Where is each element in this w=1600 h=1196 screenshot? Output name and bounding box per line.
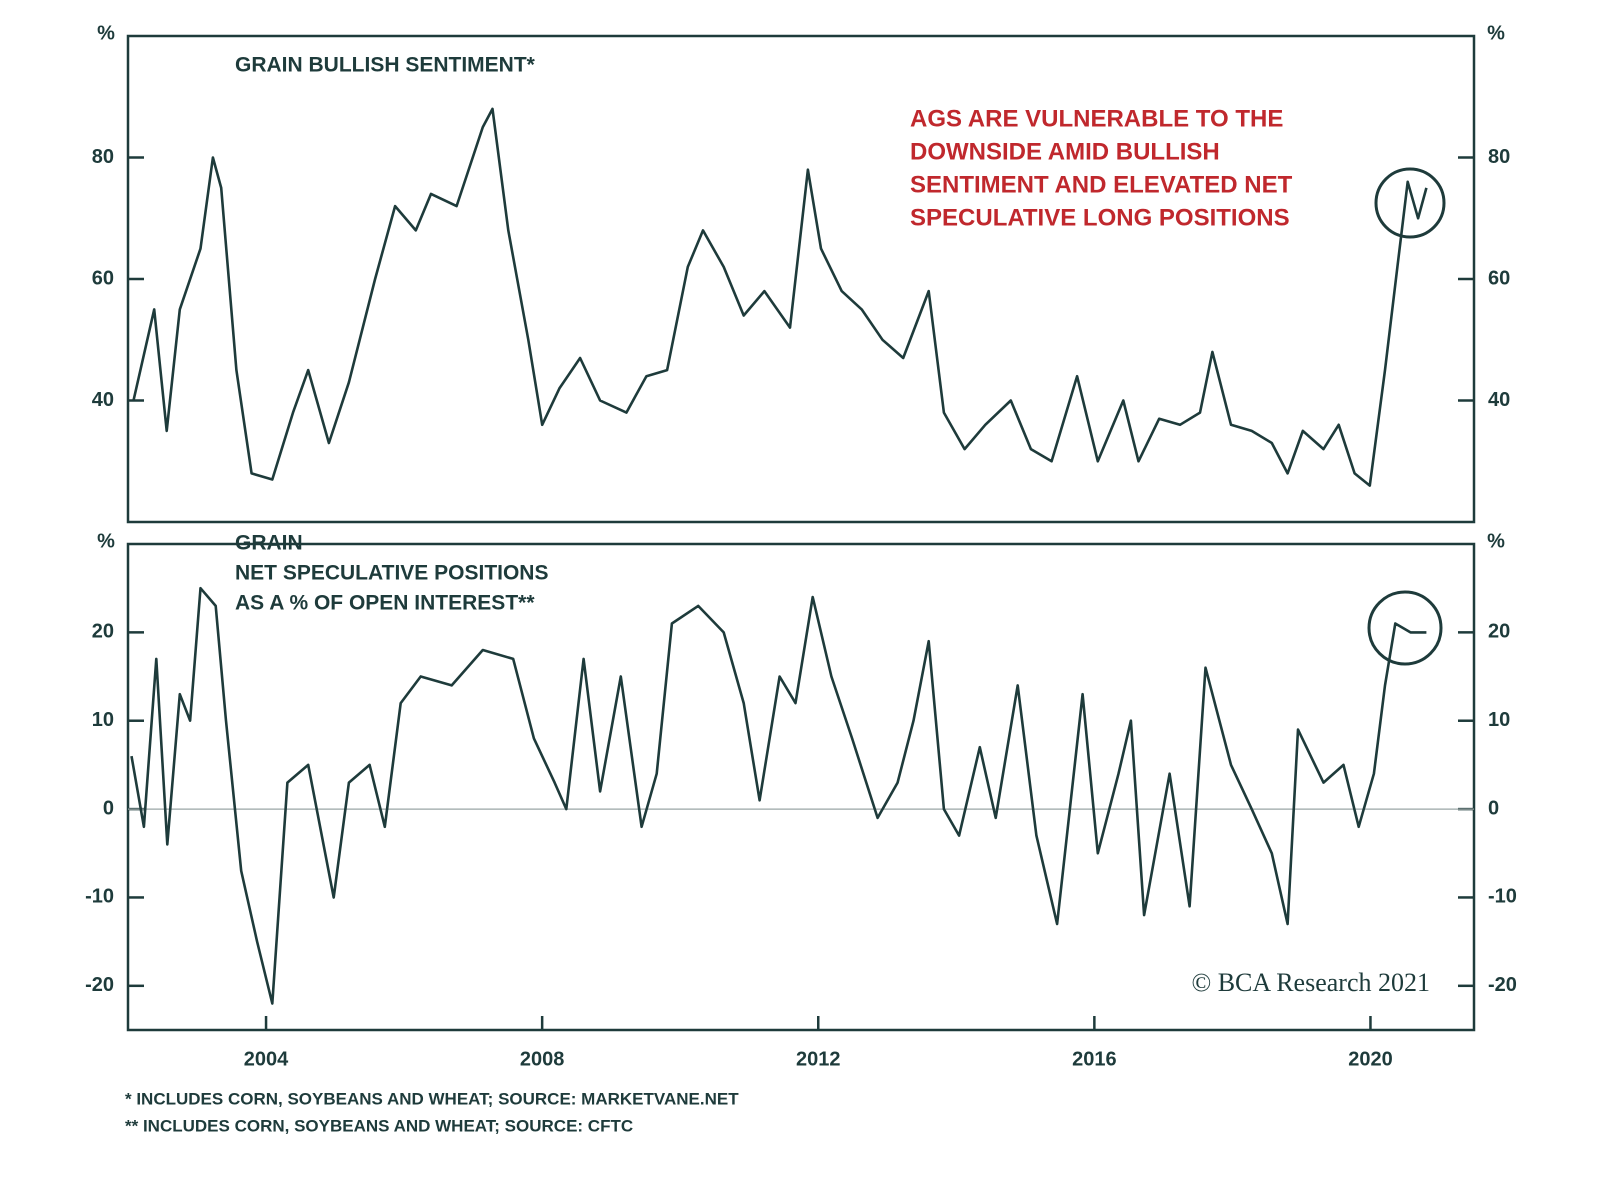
data-line: [130, 586, 1427, 1005]
y-tick-label: -10: [85, 886, 114, 908]
y2-axis-unit: %: [1487, 22, 1505, 44]
y2-tick-label: -10: [1488, 886, 1517, 908]
y2-tick-label: 0: [1488, 797, 1499, 819]
annotation: SENTIMENT AND ELEVATED NET: [910, 171, 1293, 198]
x-tick-label: 2004: [244, 1048, 289, 1070]
x-tick-label: 2016: [1072, 1048, 1117, 1070]
credit: © BCA Research 2021: [1191, 968, 1430, 997]
panel-title: NET SPECULATIVE POSITIONS: [235, 562, 548, 585]
highlight-circle: [1367, 590, 1443, 666]
panel-title: GRAIN: [235, 532, 303, 555]
y-tick-label: 40: [92, 389, 114, 411]
annotation: SPECULATIVE LONG POSITIONS: [910, 204, 1290, 231]
plot-frame: [126, 542, 1476, 1032]
y2-tick-label: -20: [1488, 974, 1517, 996]
data-line: [132, 107, 1428, 487]
annotation: AGS ARE VULNERABLE TO THE: [910, 105, 1283, 132]
y2-tick-label: 20: [1488, 621, 1510, 643]
x-tick-label: 2020: [1348, 1048, 1393, 1070]
y2-tick-label: 10: [1488, 709, 1510, 731]
highlight-circle: [1374, 167, 1446, 239]
y-tick-label: 0: [103, 797, 114, 819]
footnote: * INCLUDES CORN, SOYBEANS AND WHEAT; SOU…: [125, 1089, 739, 1108]
y2-tick-label: 40: [1488, 389, 1510, 411]
annotation: DOWNSIDE AMID BULLISH: [910, 138, 1220, 165]
y-tick-label: 10: [92, 709, 114, 731]
y2-tick-label: 80: [1488, 146, 1510, 168]
panel-title: AS A % OF OPEN INTEREST**: [235, 592, 535, 615]
y-tick-label: 80: [92, 146, 114, 168]
x-tick-label: 2012: [796, 1048, 841, 1070]
y2-axis-unit: %: [1487, 530, 1505, 552]
panel-title: GRAIN BULLISH SENTIMENT*: [235, 54, 536, 77]
y-tick-label: 20: [92, 621, 114, 643]
footnote: ** INCLUDES CORN, SOYBEANS AND WHEAT; SO…: [125, 1116, 633, 1135]
y-axis-unit: %: [97, 530, 115, 552]
y2-tick-label: 60: [1488, 267, 1510, 289]
y-tick-label: -20: [85, 974, 114, 996]
y-tick-label: 60: [92, 267, 114, 289]
y-axis-unit: %: [97, 22, 115, 44]
x-tick-label: 2008: [520, 1048, 565, 1070]
